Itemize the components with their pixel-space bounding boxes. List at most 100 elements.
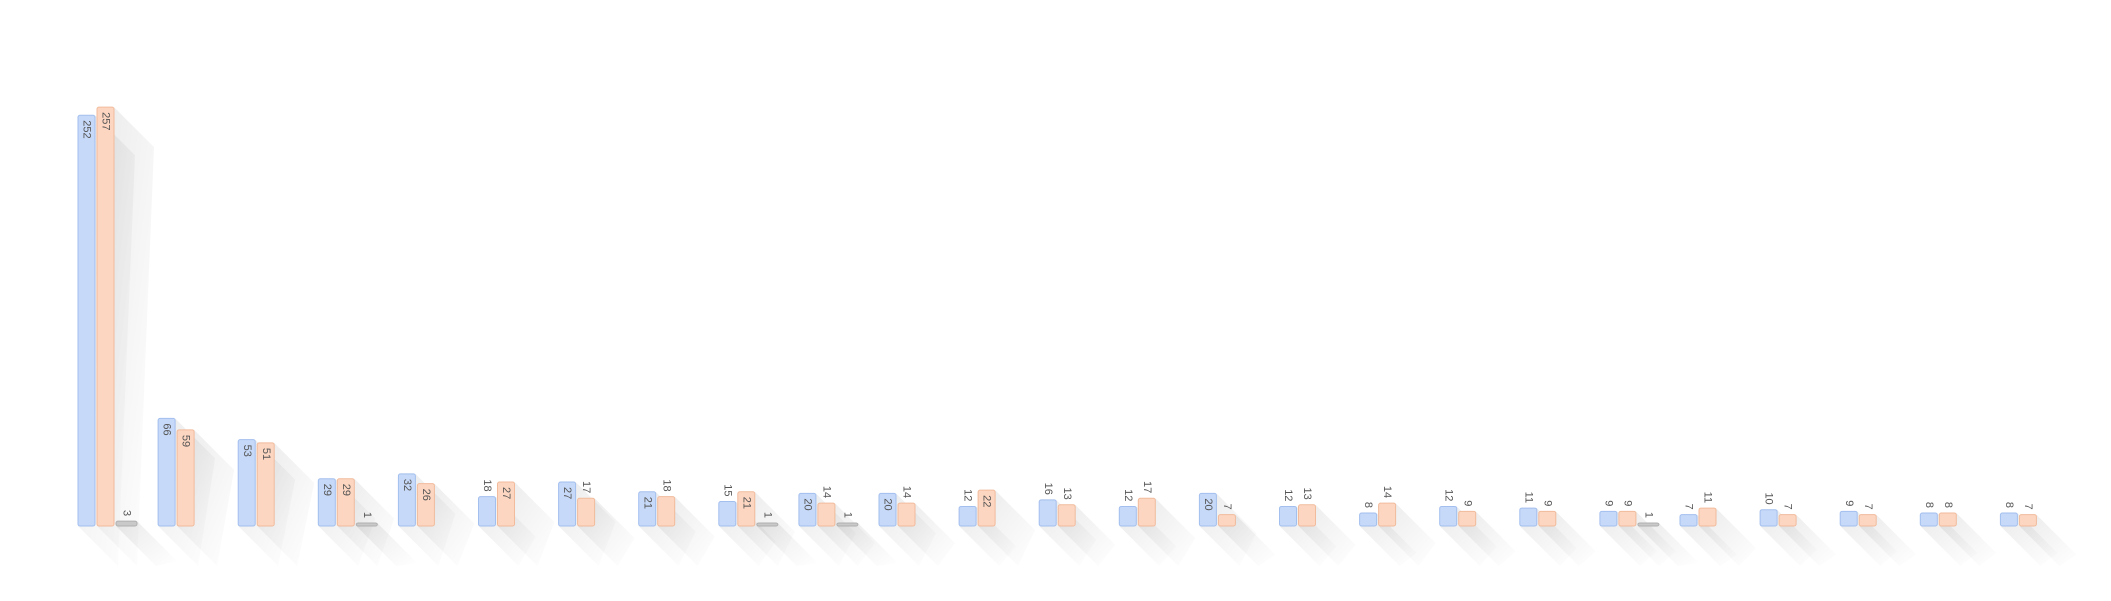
bar (1439, 505, 1458, 527)
bar-shadow (1680, 514, 1737, 566)
data-label: 15 (721, 484, 733, 496)
data-label: 29 (321, 484, 333, 496)
data-label: 9 (1541, 500, 1553, 506)
bar (577, 497, 596, 527)
bar (1839, 510, 1858, 527)
bar (317, 478, 336, 527)
bar (558, 481, 577, 527)
bar-shadow (356, 523, 418, 566)
bar (1618, 510, 1637, 527)
data-label: 8 (2003, 502, 2015, 508)
shadows (78, 107, 2077, 567)
bar (657, 496, 676, 527)
bar (1938, 512, 1957, 527)
data-label: 7 (1683, 503, 1695, 509)
data-label: 14 (820, 486, 832, 498)
bar (2018, 514, 2037, 527)
data-label: 27 (500, 487, 512, 499)
data-label: 9 (1602, 500, 1614, 506)
data-label: 13 (1301, 488, 1313, 500)
data-label: 18 (660, 479, 672, 491)
data-label: 16 (1042, 483, 1054, 495)
data-label: 20 (882, 498, 894, 510)
data-label: 66 (161, 423, 173, 435)
data-label: 26 (420, 489, 432, 501)
data-label: 1 (1642, 512, 1654, 518)
data-label: 9 (1461, 500, 1473, 506)
bar (336, 478, 355, 527)
data-label: 12 (1442, 489, 1454, 501)
bar (416, 483, 435, 527)
bar (397, 473, 416, 527)
bar (1637, 522, 1660, 527)
bar-shadow (1218, 514, 1276, 566)
data-label: 27 (561, 487, 573, 499)
data-label: 53 (241, 445, 253, 457)
bar-shadow (116, 521, 177, 566)
data-label: 8 (1362, 502, 1374, 508)
bar (1298, 504, 1316, 527)
data-label: 14 (1381, 486, 1393, 498)
bar (256, 442, 275, 527)
bar (237, 439, 256, 527)
data-label: 20 (801, 498, 813, 510)
data-label: 18 (481, 479, 493, 491)
data-label: 1 (761, 512, 773, 518)
data-label: 7 (1782, 503, 1794, 509)
bar (176, 429, 195, 527)
data-label: 51 (260, 448, 272, 460)
data-label: 59 (180, 435, 192, 447)
data-label: 7 (1221, 503, 1233, 509)
bar (798, 492, 817, 527)
data-label: 21 (641, 497, 653, 509)
bar (897, 502, 916, 527)
bar (1378, 502, 1397, 527)
bar (1038, 499, 1057, 527)
bar (1778, 514, 1797, 527)
data-label: 21 (740, 497, 752, 509)
bar-shadow (756, 523, 818, 566)
data-label: 12 (1282, 489, 1294, 501)
data-label: 1 (841, 512, 853, 518)
data-label: 13 (1061, 488, 1073, 500)
data-label: 20 (1202, 498, 1214, 510)
data-label: 12 (1122, 489, 1134, 501)
bar (1118, 505, 1137, 527)
bar (1759, 509, 1778, 527)
bar (157, 417, 176, 527)
bar (1679, 514, 1698, 527)
data-label: 32 (401, 479, 413, 491)
data-label: 8 (1923, 502, 1935, 508)
bar (1858, 514, 1877, 527)
bar-shadow (1779, 514, 1837, 566)
bar (1519, 507, 1538, 527)
bar (878, 492, 897, 527)
data-label: 17 (1141, 481, 1153, 493)
bar (756, 522, 779, 527)
bar (1359, 512, 1378, 527)
bar (737, 491, 756, 527)
bar (1198, 492, 1217, 527)
bar-shadow (1859, 514, 1917, 566)
data-label: 11 (1522, 492, 1534, 503)
data-label: 252 (81, 120, 93, 138)
bar-shadow (1637, 523, 1699, 566)
bar (1458, 510, 1477, 527)
data-label: 14 (901, 486, 913, 498)
bar (817, 502, 836, 527)
bar (1698, 507, 1717, 527)
data-label: 29 (340, 484, 352, 496)
bar-shadow (2019, 514, 2077, 566)
bar (1999, 512, 2018, 527)
data-label: 7 (2022, 503, 2034, 509)
data-label: 9 (1621, 500, 1633, 506)
data-label: 257 (100, 112, 112, 130)
data-label: 22 (981, 495, 993, 507)
bar (115, 520, 138, 527)
bar (836, 522, 859, 527)
bar (1919, 512, 1938, 527)
bar (1057, 504, 1076, 527)
bar (638, 491, 657, 527)
data-label: 1 (361, 512, 373, 518)
bar (1279, 505, 1297, 527)
